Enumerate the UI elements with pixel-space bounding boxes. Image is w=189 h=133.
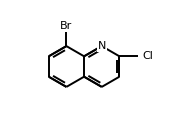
Text: Cl: Cl: [143, 51, 154, 61]
Text: N: N: [98, 41, 106, 51]
Text: Br: Br: [60, 21, 73, 31]
